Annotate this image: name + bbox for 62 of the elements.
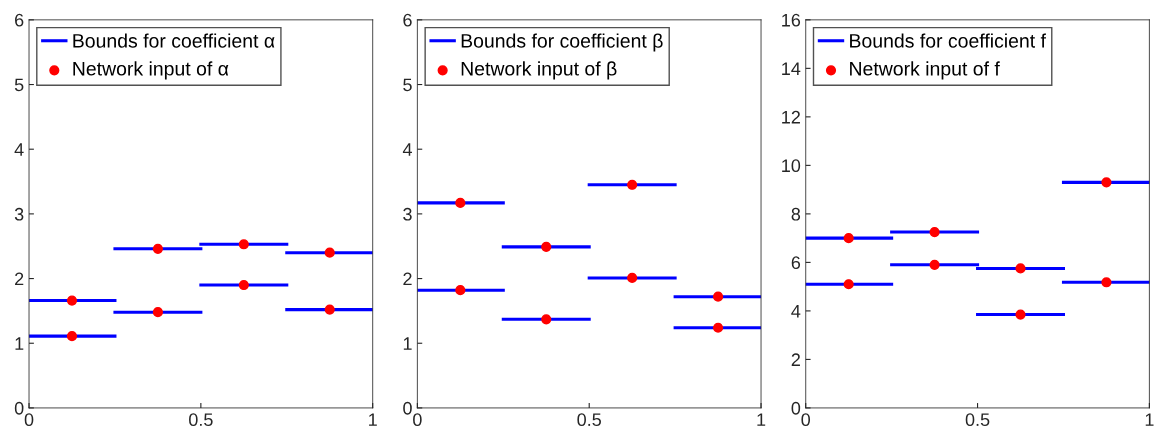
- y-tick-label: 6: [791, 256, 801, 270]
- point: [66, 295, 78, 306]
- legend-label: Network input of β: [461, 61, 617, 80]
- point: [843, 233, 854, 244]
- point: [1101, 177, 1112, 188]
- y-tick-label: 0: [791, 401, 801, 415]
- point: [1015, 263, 1026, 274]
- point: [66, 331, 78, 342]
- legend-label: Network input of α: [73, 61, 229, 80]
- x-tick-label: 1: [757, 413, 766, 426]
- y-tick-label: 10: [782, 159, 801, 173]
- point: [712, 322, 724, 333]
- y-tick-label: 12: [782, 110, 800, 124]
- y-tick-label: 4: [402, 143, 412, 156]
- y-tick-label: 5: [403, 78, 412, 92]
- legend-label: Network input of f: [850, 61, 1000, 80]
- point: [455, 197, 466, 208]
- y-tick-label: 2: [791, 353, 800, 366]
- point: [929, 226, 940, 238]
- y-tick-label: 3: [14, 207, 24, 221]
- point: [152, 243, 163, 254]
- x-tick-label: 0: [801, 413, 811, 427]
- point: [1101, 277, 1112, 288]
- point: [152, 307, 163, 318]
- y-tick-label: 2: [403, 272, 412, 286]
- y-tick-label: 6: [15, 13, 24, 27]
- point: [929, 259, 940, 270]
- y-tick-label: 0: [403, 401, 412, 415]
- x-tick-label: 0.5: [965, 413, 990, 427]
- y-tick-label: 1: [403, 337, 412, 350]
- y-tick-label: 2: [15, 272, 24, 286]
- x-tick-label: 0.5: [577, 413, 601, 427]
- legend-label: Bounds for coefficient β: [461, 33, 663, 52]
- point: [324, 247, 335, 258]
- point: [627, 272, 638, 284]
- y-tick-label: 8: [791, 207, 801, 221]
- x-tick-label: 0: [24, 413, 34, 427]
- legend-label: Bounds for coefficient f: [850, 33, 1046, 48]
- point: [324, 304, 335, 315]
- y-tick-label: 4: [14, 143, 24, 156]
- y-tick-label: 16: [782, 13, 801, 27]
- y-tick-label: 5: [14, 78, 24, 92]
- y-tick-label: 0: [14, 401, 24, 415]
- point: [1015, 309, 1026, 320]
- point: [238, 239, 249, 250]
- x-tick-label: 0: [413, 413, 422, 427]
- point: [712, 291, 724, 302]
- point: [627, 179, 638, 190]
- y-tick-label: 1: [15, 337, 24, 350]
- point: [541, 314, 552, 325]
- x-tick-label: 0.5: [189, 413, 213, 427]
- point: [843, 279, 854, 290]
- x-tick-label: 1: [369, 413, 377, 426]
- point: [238, 279, 249, 291]
- y-tick-label: 3: [403, 207, 412, 221]
- legend-label: Bounds for coefficient α: [73, 33, 275, 48]
- y-tick-label: 4: [791, 305, 801, 318]
- point: [541, 241, 552, 252]
- point: [455, 285, 466, 296]
- y-tick-label: 6: [403, 13, 412, 27]
- y-tick-label: 14: [782, 62, 801, 75]
- x-tick-label: 1: [1145, 413, 1154, 426]
